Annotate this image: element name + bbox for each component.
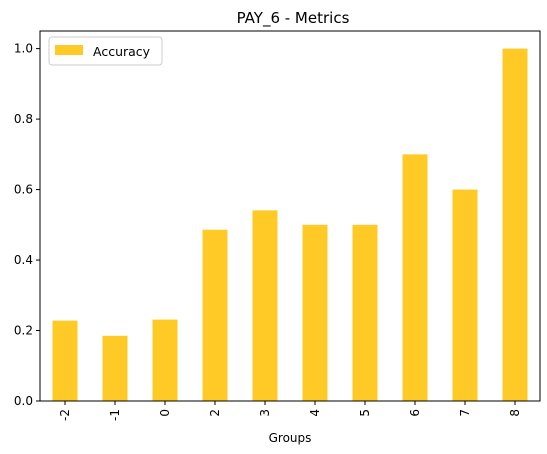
x-tick-label: 2	[208, 409, 222, 417]
y-tick-label: 0.0	[14, 394, 33, 408]
x-tick-label: -2	[58, 409, 72, 421]
bar-6	[402, 154, 428, 401]
legend: Accuracy	[48, 36, 163, 66]
bar--2	[52, 320, 78, 401]
x-axis-label: Groups	[269, 431, 312, 445]
axes-group	[39, 30, 541, 402]
y-tick-label: 0.6	[14, 183, 33, 197]
bar-0	[152, 319, 178, 401]
bar-5	[352, 224, 378, 401]
x-tick-label: 7	[458, 409, 472, 417]
plot-frame	[39, 30, 541, 402]
y-tick-label: 0.8	[14, 112, 33, 126]
x-tick-label: 0	[158, 409, 172, 417]
x-tick-label: -1	[108, 409, 122, 421]
x-ticks-group: -2 -1 0 2 3 4 5 6 7 8	[58, 401, 522, 421]
x-tick-label: 3	[258, 409, 272, 417]
x-tick-label: 8	[508, 409, 522, 417]
y-tick-label: 0.4	[14, 253, 33, 267]
bar-7	[452, 189, 478, 401]
y-tick-label: 1.0	[14, 42, 33, 56]
legend-frame	[48, 36, 163, 66]
bar-4	[302, 224, 328, 401]
bar--1	[102, 335, 128, 401]
x-tick-label: 5	[358, 409, 372, 417]
x-tick-label: 6	[408, 409, 422, 417]
bars-group	[52, 48, 528, 402]
legend-label: Accuracy	[93, 44, 151, 59]
bar-2	[202, 229, 228, 401]
legend-swatch	[55, 45, 83, 55]
bar-3	[252, 210, 278, 401]
chart-title: PAY_6 - Metrics	[237, 9, 350, 28]
bar-8	[502, 48, 528, 402]
y-ticks-group: 0.0 0.2 0.4 0.6 0.8 1.0	[14, 42, 40, 408]
y-tick-label: 0.2	[14, 324, 33, 338]
x-tick-label: 4	[308, 409, 322, 417]
